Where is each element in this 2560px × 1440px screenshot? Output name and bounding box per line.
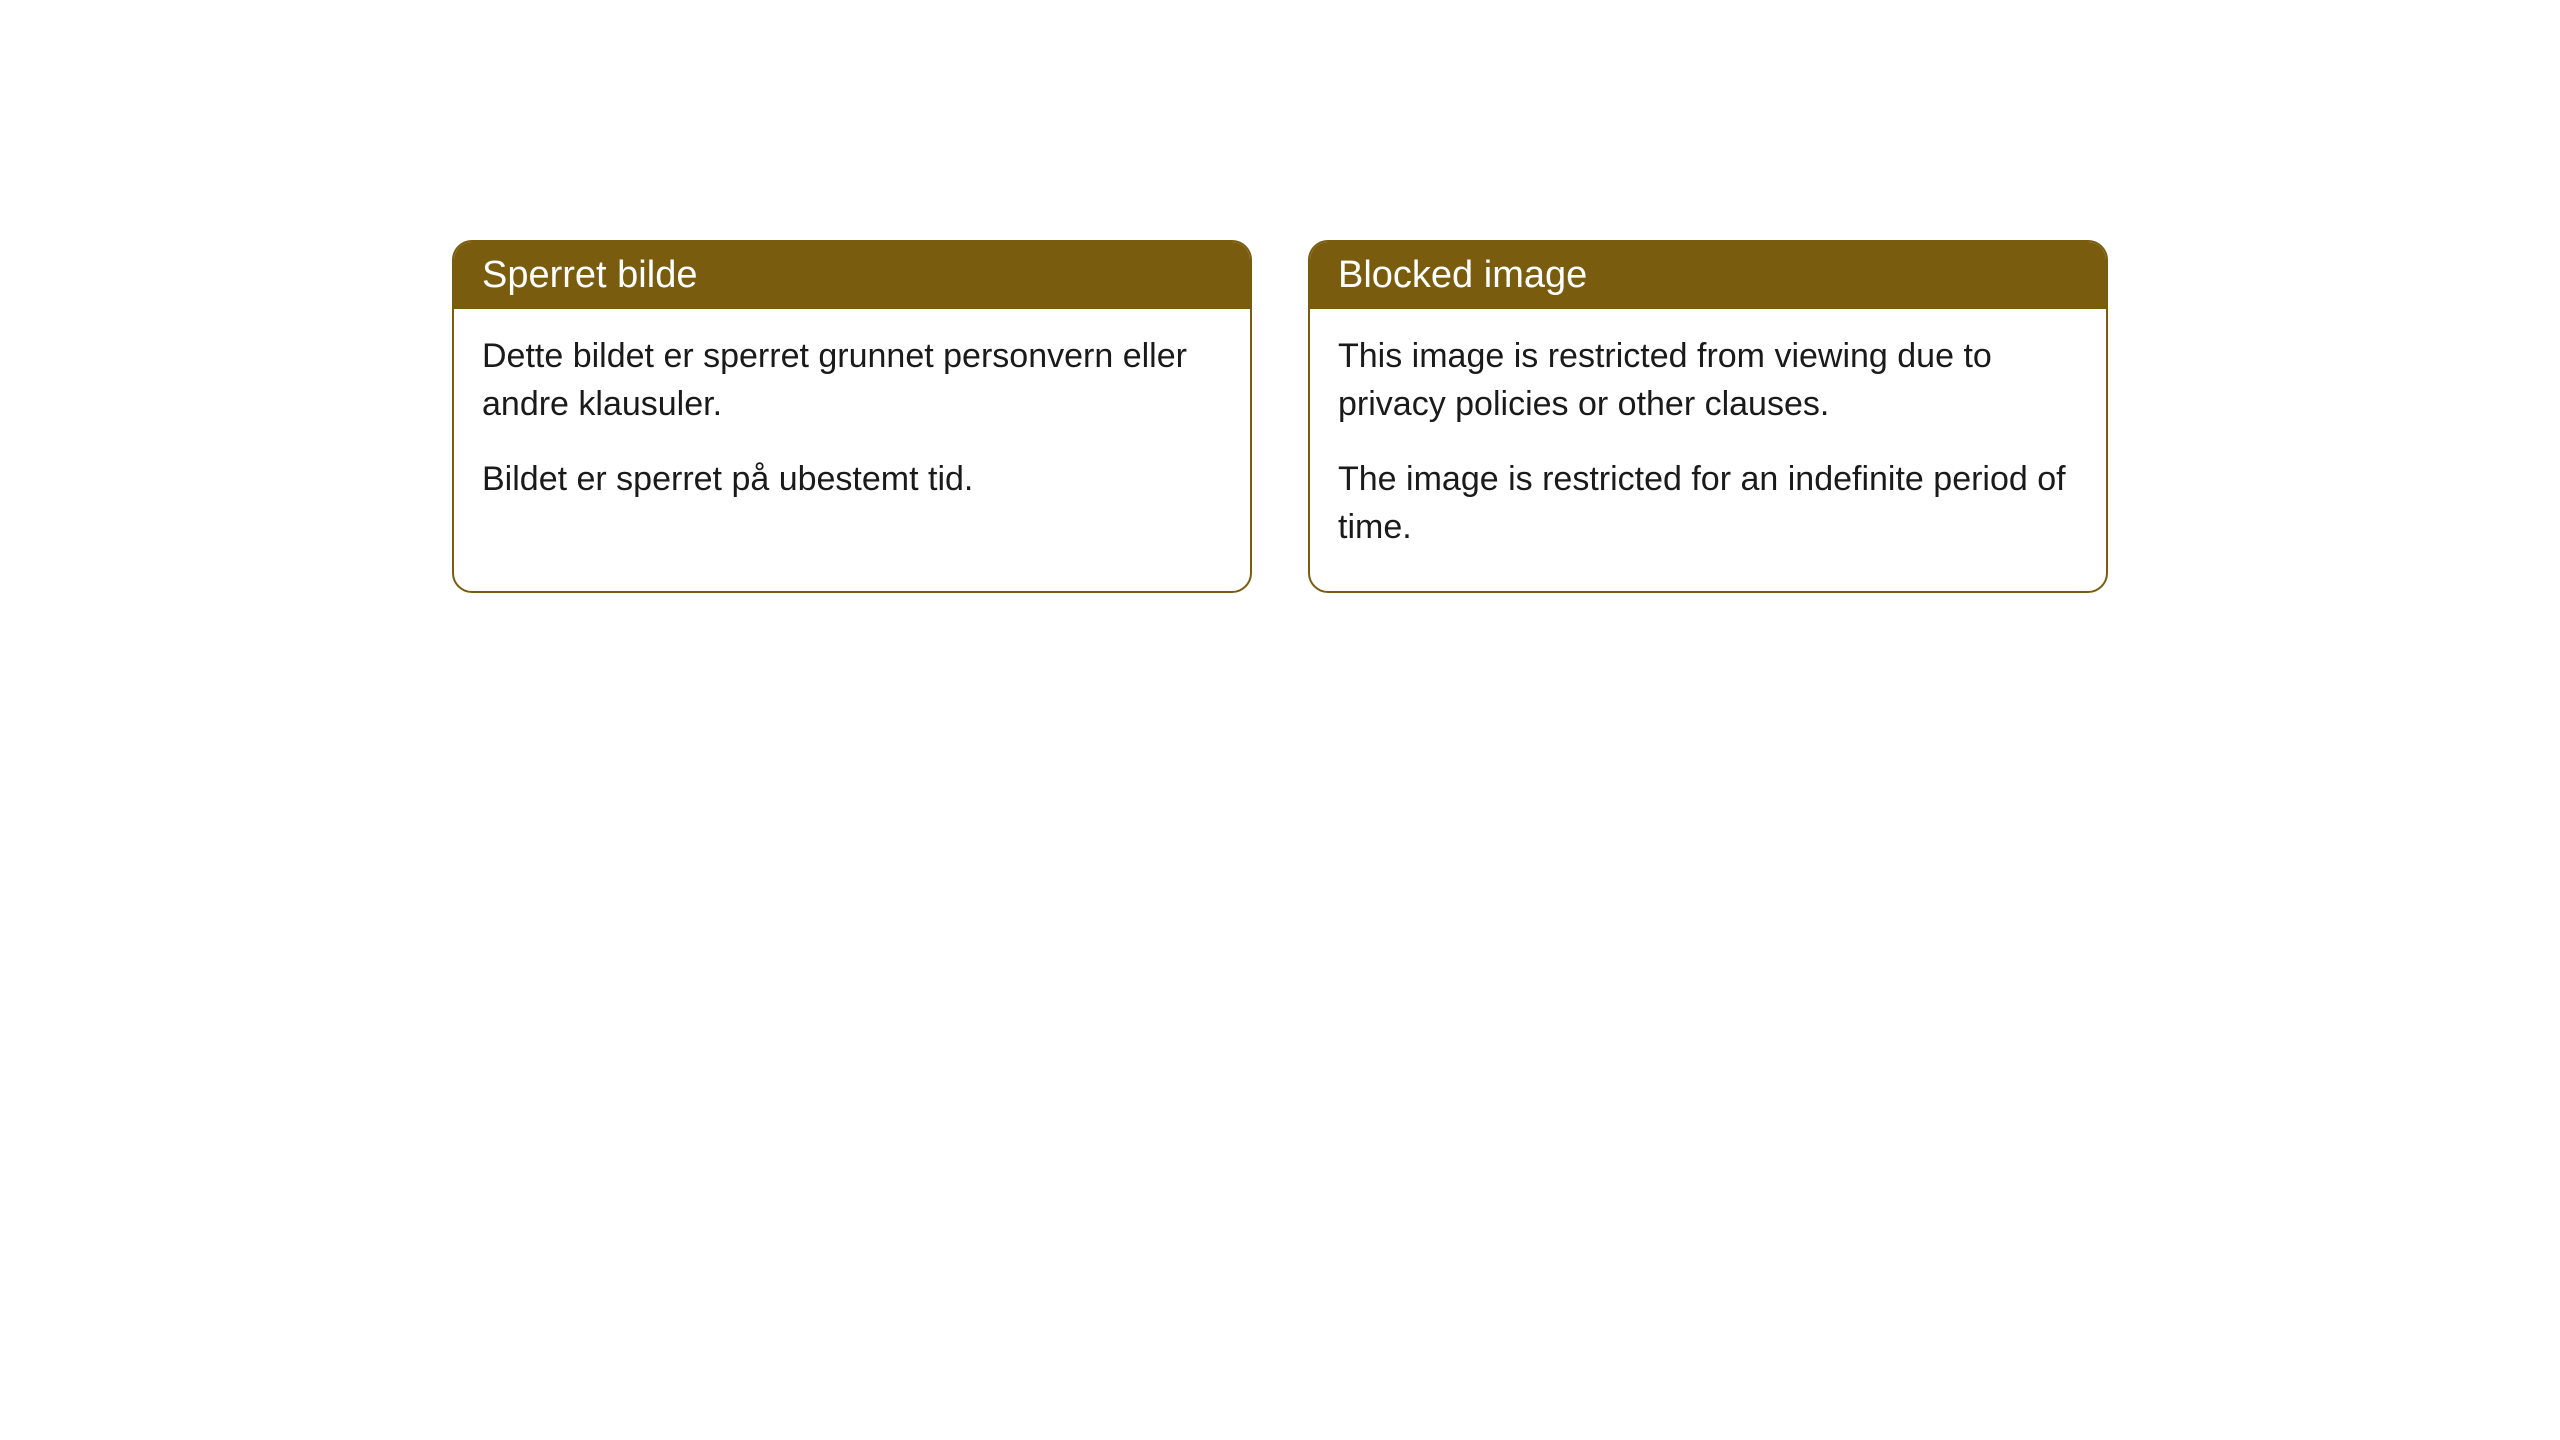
card-body-english: This image is restricted from viewing du… bbox=[1310, 309, 2106, 591]
blocked-image-card-english: Blocked image This image is restricted f… bbox=[1308, 240, 2108, 593]
card-body-norwegian: Dette bildet er sperret grunnet personve… bbox=[454, 309, 1250, 544]
card-paragraph-1-norwegian: Dette bildet er sperret grunnet personve… bbox=[482, 333, 1222, 428]
card-header-norwegian: Sperret bilde bbox=[454, 242, 1250, 309]
card-title-norwegian: Sperret bilde bbox=[482, 254, 697, 296]
card-paragraph-2-english: The image is restricted for an indefinit… bbox=[1338, 456, 2078, 551]
card-header-english: Blocked image bbox=[1310, 242, 2106, 309]
blocked-image-card-norwegian: Sperret bilde Dette bildet er sperret gr… bbox=[452, 240, 1252, 593]
notice-cards-container: Sperret bilde Dette bildet er sperret gr… bbox=[452, 240, 2108, 593]
card-title-english: Blocked image bbox=[1338, 254, 1587, 296]
card-paragraph-1-english: This image is restricted from viewing du… bbox=[1338, 333, 2078, 428]
card-paragraph-2-norwegian: Bildet er sperret på ubestemt tid. bbox=[482, 456, 1222, 504]
